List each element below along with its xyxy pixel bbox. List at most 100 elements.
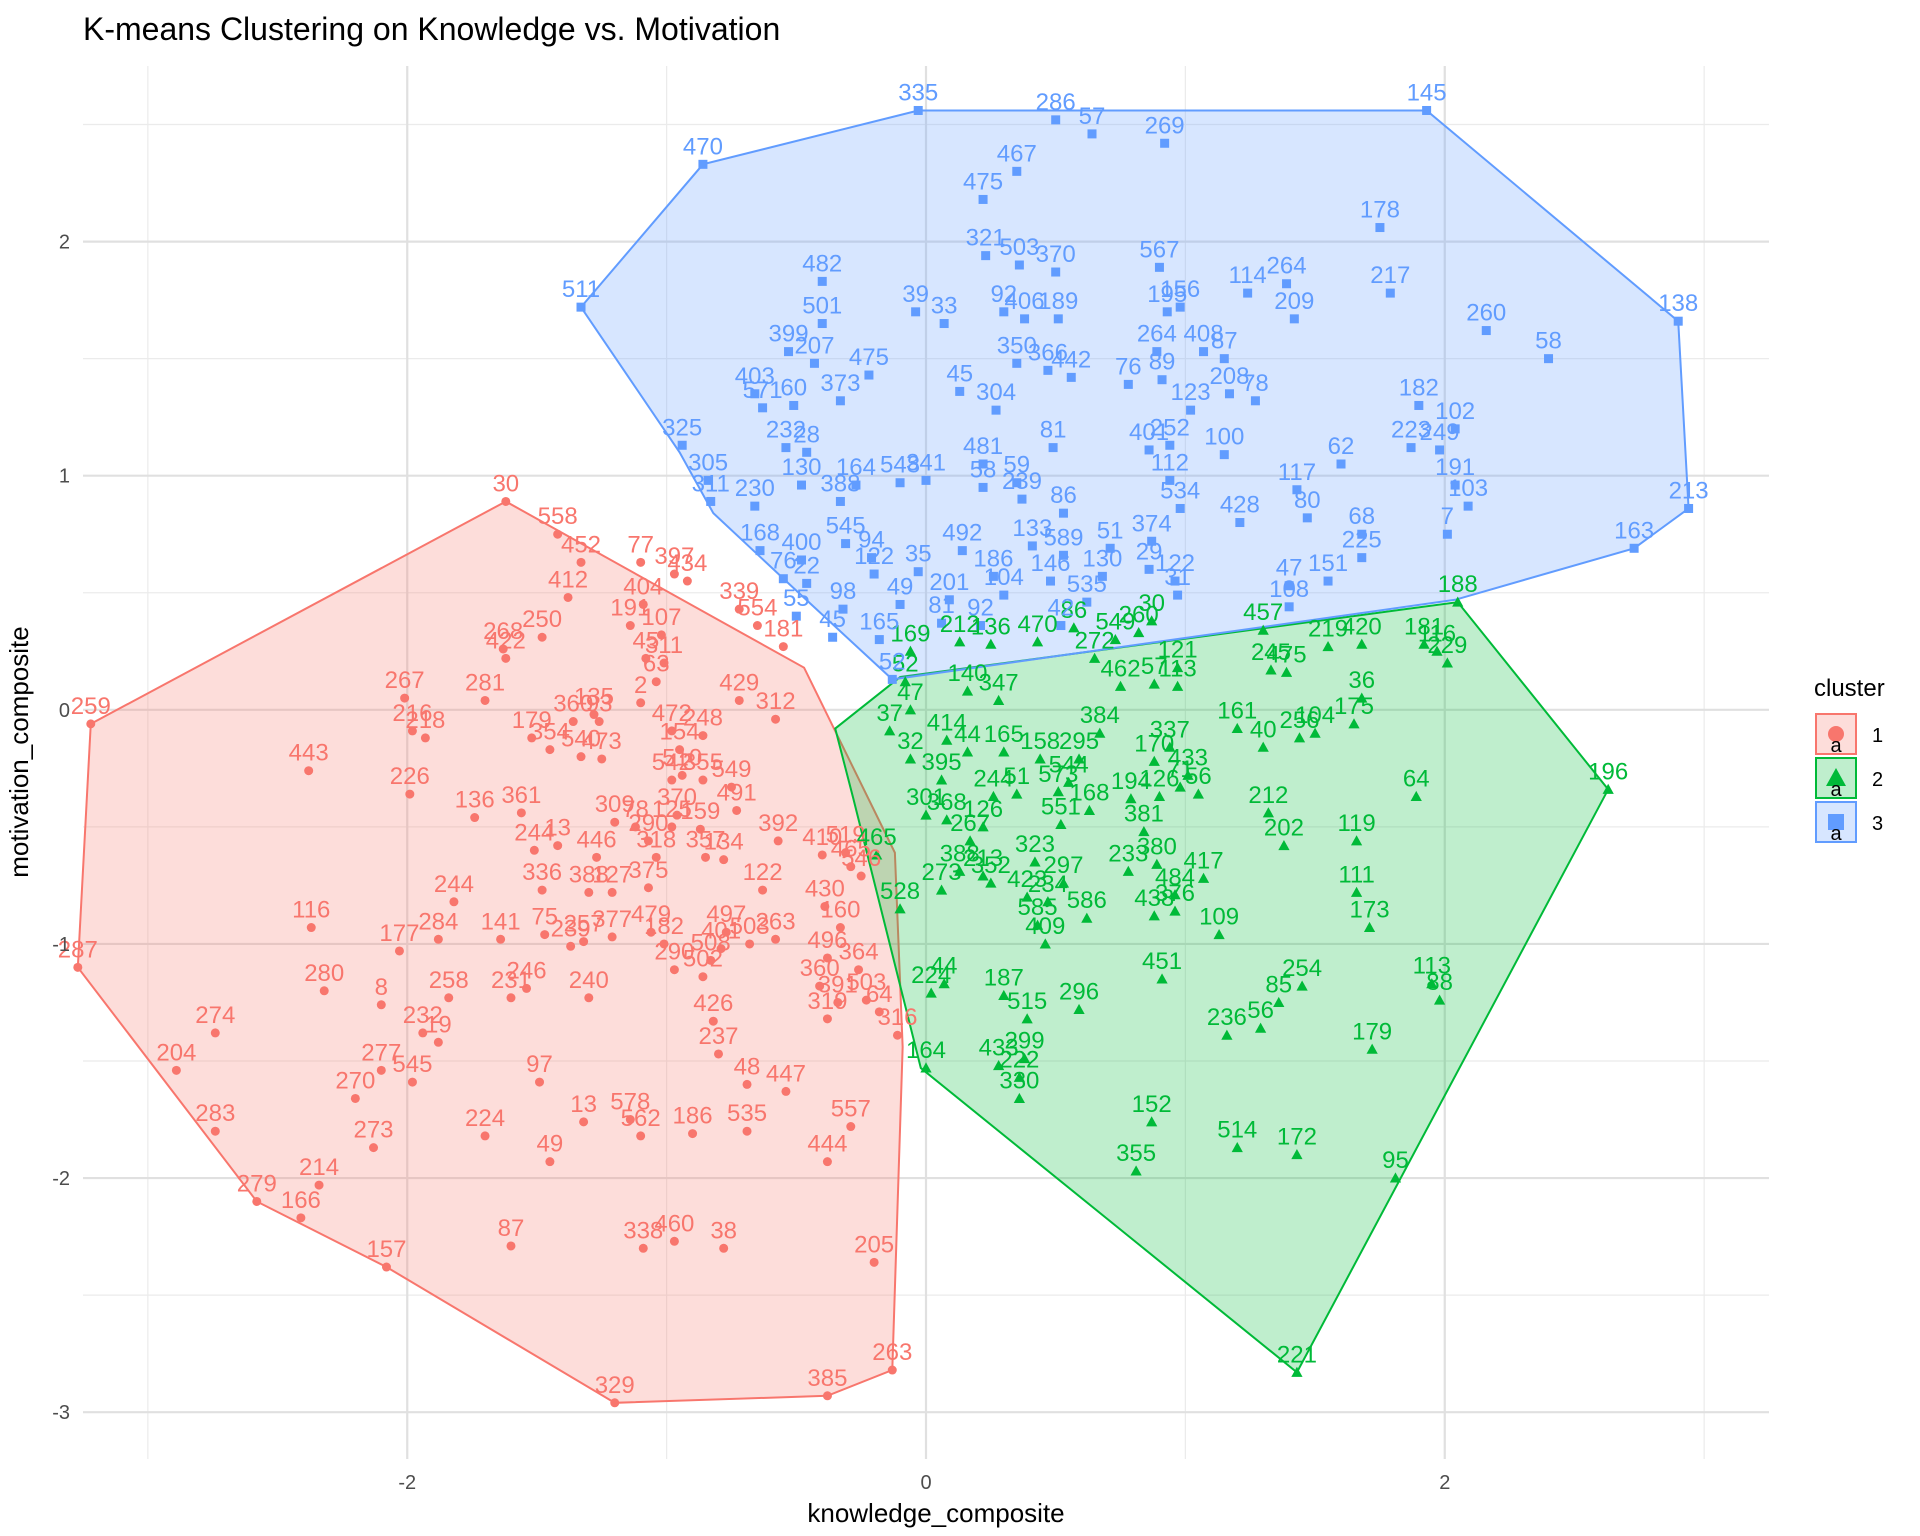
cluster-3-point — [939, 319, 949, 329]
point-label: 422 — [486, 627, 526, 654]
point-label: 104 — [1295, 702, 1335, 729]
cluster-2-point — [1221, 1029, 1233, 1040]
point-label: 191 — [1435, 454, 1475, 481]
cluster-3-point — [784, 347, 794, 357]
cluster-1-point — [659, 658, 669, 668]
point-label: 514 — [1217, 1117, 1257, 1144]
cluster-1-point — [405, 789, 415, 799]
point-label: 94 — [858, 527, 885, 554]
y-tick-label: -1 — [52, 934, 70, 956]
point-label: 87 — [498, 1215, 525, 1242]
cluster-1-point — [695, 824, 705, 834]
point-label: 146 — [1030, 550, 1070, 577]
cluster-2-point — [1114, 680, 1127, 691]
cluster-1-point — [296, 1213, 306, 1223]
cluster-1-point — [610, 1398, 620, 1408]
cluster-1-point — [638, 1243, 648, 1253]
cluster-2-point — [1280, 666, 1293, 677]
point-label: 60 — [780, 374, 807, 401]
point-label: 95 — [1382, 1147, 1409, 1174]
cluster-3-point — [895, 599, 905, 609]
cluster-1-point — [210, 1028, 220, 1038]
cluster-1-point — [820, 901, 830, 911]
point-label: 502 — [683, 946, 723, 973]
cluster-1-point — [589, 710, 599, 720]
cluster-1-point — [822, 1014, 832, 1024]
point-label: 446 — [577, 826, 617, 853]
cluster-2-point — [998, 989, 1010, 1000]
cluster-3-point — [817, 319, 827, 329]
cluster-3-point — [1144, 445, 1154, 455]
cluster-2-point — [1291, 1149, 1303, 1160]
cluster-2-point — [1169, 889, 1181, 900]
cluster-2-point — [1073, 753, 1085, 764]
cluster-3-point — [1673, 316, 1683, 326]
point-label: 395 — [922, 749, 962, 776]
cluster-1-point — [822, 953, 832, 963]
cluster-3-point — [755, 546, 765, 556]
cluster-3-point — [1450, 424, 1460, 434]
point-label: 157 — [366, 1236, 406, 1263]
point-label: 240 — [569, 967, 609, 994]
cluster-2-point — [977, 870, 989, 881]
cluster-1-point — [721, 927, 731, 937]
point-label: 52 — [879, 648, 906, 675]
point-label: 121 — [1158, 637, 1198, 664]
cluster-2-point — [1094, 727, 1106, 738]
point-label: 58 — [1535, 328, 1562, 355]
cluster-2-point — [1433, 994, 1446, 1005]
cluster-1-point — [669, 569, 679, 579]
legend-label-1: 1 — [1872, 725, 1883, 747]
cluster-3-point — [944, 595, 954, 605]
point-label: 375 — [628, 857, 668, 884]
cluster-1-point — [641, 653, 651, 663]
cluster-1-point — [449, 897, 459, 907]
cluster-3-point — [1235, 518, 1245, 528]
cluster-3-point — [1250, 396, 1260, 406]
point-label: 335 — [898, 79, 938, 106]
point-label: 140 — [947, 660, 987, 687]
cluster-2-point — [1148, 755, 1160, 766]
point-label: 86 — [1050, 482, 1077, 509]
cluster-hulls — [76, 109, 1690, 1404]
cluster-1-point — [669, 965, 679, 975]
point-label: 250 — [522, 606, 562, 633]
point-label: 361 — [501, 782, 541, 809]
point-label: 325 — [662, 414, 702, 441]
cluster-3-point — [1051, 267, 1061, 277]
point-label: 75 — [531, 904, 558, 931]
point-label: 544 — [1049, 751, 1089, 778]
cluster-3-point — [999, 590, 1009, 600]
cluster-3-point — [1017, 494, 1027, 504]
point-label: 412 — [548, 566, 588, 593]
point-label: 508 — [691, 929, 731, 956]
point-label: 170 — [1134, 730, 1174, 757]
cluster-1-point — [420, 733, 430, 743]
point-label: 548 — [880, 452, 920, 479]
point-label: 22 — [793, 552, 820, 579]
cluster-2-point — [998, 746, 1010, 757]
cluster-1-point — [433, 934, 443, 944]
point-label: 475 — [849, 344, 889, 371]
point-label: 479 — [631, 901, 671, 928]
point-label: 465 — [831, 836, 871, 863]
cluster-1-point — [815, 981, 825, 991]
point-label: 13 — [570, 1091, 597, 1118]
point-label: 230 — [735, 475, 775, 502]
cluster-3-point — [1173, 590, 1183, 600]
cluster-1-point — [506, 1241, 516, 1251]
cluster-2-point — [1171, 662, 1184, 673]
cluster-1-point — [861, 995, 871, 1005]
cluster-3-point — [864, 370, 874, 380]
cluster-1-point — [688, 1129, 698, 1139]
point-label: 130 — [1082, 545, 1122, 572]
cluster-1-point — [537, 885, 547, 895]
cluster-1-point — [252, 1196, 262, 1206]
cluster-3-point — [698, 159, 708, 169]
point-label: 364 — [839, 939, 879, 966]
cluster-2-point — [935, 774, 948, 785]
cluster-3-point — [1406, 443, 1416, 453]
point-label: 339 — [719, 578, 759, 605]
point-label: 366 — [1028, 339, 1068, 366]
cluster-3-point — [750, 501, 760, 511]
